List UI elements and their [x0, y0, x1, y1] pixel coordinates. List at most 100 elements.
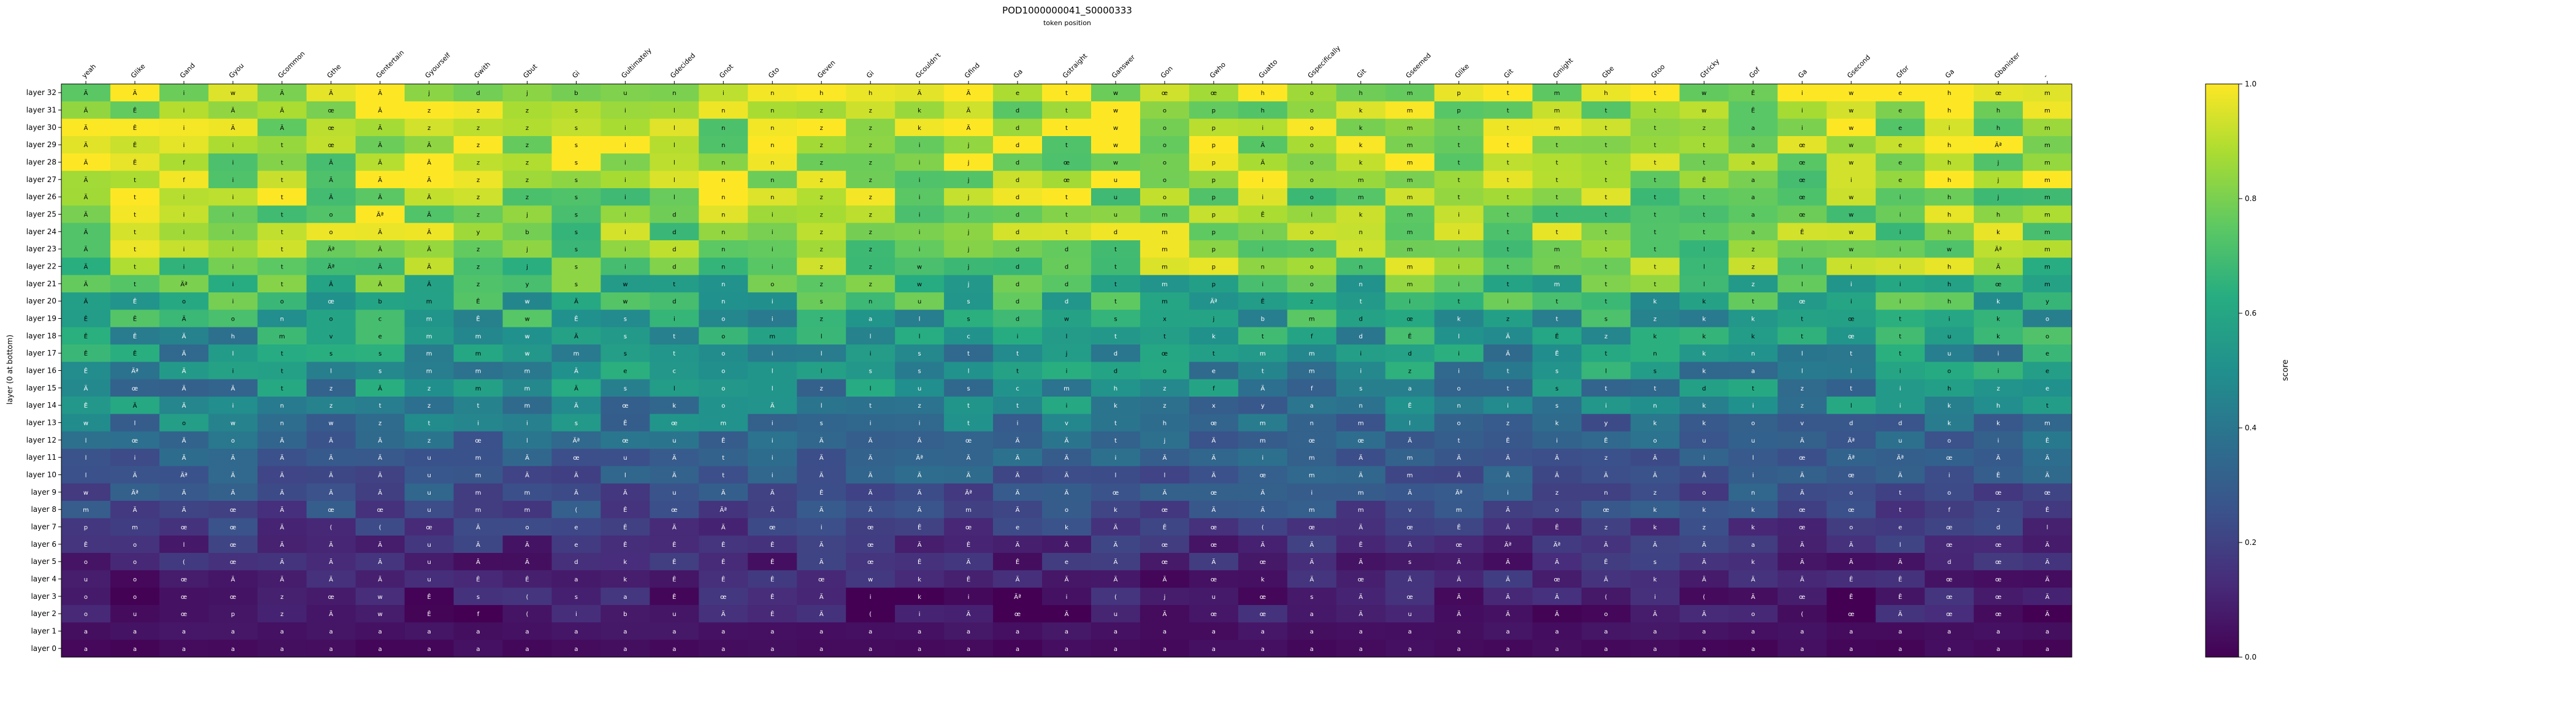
y-tick-label: layer 29: [26, 140, 56, 149]
cell-label: Ä: [1359, 610, 1363, 618]
cell-label: n: [770, 194, 774, 201]
cell-label: d: [1016, 125, 1019, 132]
cell-label: u: [672, 490, 676, 497]
cell-label: Äª: [1554, 541, 1561, 549]
cell-label: n: [721, 194, 725, 201]
cell-label: d: [672, 299, 676, 305]
heatmap-cell: [502, 397, 553, 414]
cell-label: i: [1360, 351, 1362, 357]
cell-label: i: [624, 229, 626, 236]
cell-label: Ê: [476, 297, 480, 305]
cell-label: Ä: [574, 367, 578, 375]
heatmap-cell: [1434, 240, 1484, 258]
heatmap-cell: [453, 136, 504, 154]
cell-label: a: [672, 646, 676, 653]
cell-label: Ä: [819, 506, 824, 514]
heatmap-cell: [1679, 170, 1729, 189]
cell-label: a: [1751, 125, 1755, 132]
cell-label: k: [1359, 108, 1363, 115]
x-tick-label: Gtricky: [1698, 57, 1721, 80]
heatmap-cell: [306, 344, 356, 362]
cell-label: o: [770, 281, 774, 288]
heatmap-cell: [1042, 275, 1092, 293]
cell-label: i: [232, 281, 234, 288]
cell-label: Ä: [1408, 576, 1412, 584]
cell-label: Ê: [1261, 211, 1265, 219]
cell-label: Ä: [1408, 489, 1412, 497]
heatmap-cell: [1042, 397, 1092, 414]
cell-label: t: [1850, 351, 1852, 357]
heatmap-cell: [1974, 275, 2023, 293]
cell-label: t: [1507, 386, 1509, 392]
cell-label: i: [183, 142, 185, 149]
cell-label: (: [575, 507, 578, 514]
cell-label: s: [624, 316, 627, 323]
cell-label: i: [1605, 403, 1607, 409]
cell-label: m: [2044, 142, 2050, 149]
heatmap-cell: [1189, 223, 1239, 241]
heatmap-cell: [404, 205, 454, 224]
heatmap-cell: [404, 240, 454, 258]
cell-label: s: [1359, 386, 1362, 392]
cell-label: t: [1605, 229, 1608, 236]
heatmap-cell: [1483, 223, 1533, 241]
cell-label: l: [183, 542, 185, 549]
cell-label: Ä: [1457, 610, 1461, 618]
heatmap-cell: [1140, 101, 1190, 120]
heatmap-cell: [208, 414, 258, 432]
cell-label: d: [1065, 246, 1068, 253]
cell-label: z: [1752, 264, 1755, 271]
cell-label: p: [231, 611, 235, 618]
heatmap-cell: [797, 327, 846, 345]
cell-label: z: [280, 611, 283, 618]
cell-label: w: [917, 281, 922, 288]
cell-label: a: [133, 646, 137, 653]
cell-label: a: [868, 646, 872, 653]
heatmap-cell: [699, 397, 748, 414]
cell-label: Ä: [1849, 541, 1853, 549]
heatmap-cell: [551, 84, 601, 102]
heatmap-cell: [1777, 257, 1827, 276]
cell-label: s: [624, 351, 627, 357]
cell-label: Ä: [280, 89, 284, 97]
heatmap-cell: [1532, 205, 1582, 224]
cell-label: Äª: [328, 263, 335, 271]
heatmap-cell: [600, 275, 650, 293]
cell-label: Ä: [427, 141, 431, 149]
heatmap-cell: [159, 344, 209, 362]
cell-label: i: [232, 194, 234, 201]
cell-label: m: [426, 333, 432, 340]
cell-label: s: [329, 351, 332, 357]
cell-label: z: [1654, 490, 1657, 497]
cell-label: z: [869, 142, 872, 149]
heatmap-cell: [1140, 344, 1190, 362]
heatmap-cell: [1974, 153, 2023, 172]
cell-label: t: [281, 160, 283, 167]
cell-label: w: [1849, 90, 1853, 97]
x-tick-label: Git: [1502, 67, 1515, 80]
x-tick-label: Gentertain: [375, 48, 406, 80]
cell-label: i: [232, 177, 234, 184]
cell-label: œ: [1211, 421, 1217, 427]
cell-label: a: [1898, 629, 1902, 636]
heatmap-cell: [650, 136, 699, 154]
heatmap-cell: [748, 118, 797, 137]
cell-label: o: [133, 559, 137, 566]
cell-label: Ê: [623, 523, 627, 531]
y-tick-label: layer 23: [26, 245, 56, 253]
heatmap-cell: [1434, 188, 1484, 206]
y-axis-label: layer (0 at bottom): [6, 335, 14, 405]
heatmap-cell: [993, 118, 1043, 137]
cell-label: i: [1262, 177, 1263, 184]
cell-label: e: [1898, 160, 1902, 167]
cell-label: i: [1899, 299, 1901, 305]
cell-label: h: [1996, 403, 2000, 409]
heatmap-cell: [1483, 153, 1533, 172]
cell-label: Ä: [770, 402, 775, 409]
cell-label: t: [1801, 316, 1803, 323]
x-tick-label: Gnot: [718, 63, 735, 80]
heatmap-cell: [699, 223, 748, 241]
heatmap-cell: [846, 310, 895, 328]
cell-label: m: [1260, 351, 1266, 357]
cell-label: z: [329, 403, 332, 409]
